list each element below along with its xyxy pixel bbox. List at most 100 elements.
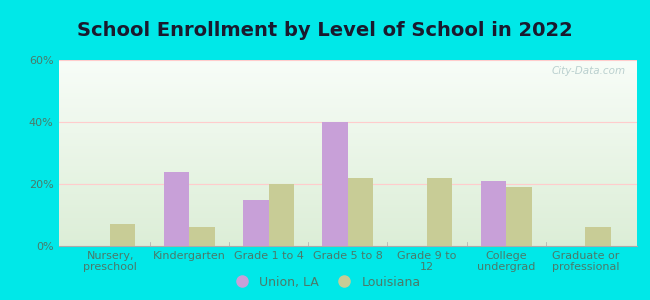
Bar — [481, 181, 506, 246]
Bar — [58, 229, 637, 231]
Bar — [58, 184, 637, 187]
Bar — [58, 209, 637, 211]
Bar — [58, 122, 637, 123]
Bar — [58, 188, 637, 190]
Bar — [58, 244, 637, 246]
Bar — [58, 110, 637, 112]
Bar — [58, 136, 637, 138]
Bar — [58, 220, 637, 222]
Bar — [58, 214, 637, 216]
Bar — [268, 184, 294, 246]
Bar — [58, 77, 637, 79]
Bar — [58, 62, 637, 64]
Bar — [110, 224, 135, 246]
Bar — [58, 92, 637, 94]
Bar — [58, 103, 637, 105]
Bar — [58, 172, 637, 173]
Bar — [58, 183, 637, 184]
Bar — [164, 172, 189, 246]
Bar — [58, 235, 637, 237]
Bar — [58, 218, 637, 220]
Bar — [58, 82, 637, 84]
Bar — [58, 94, 637, 95]
Bar — [58, 88, 637, 90]
Legend: Union, LA, Louisiana: Union, LA, Louisiana — [224, 271, 426, 294]
Bar — [58, 212, 637, 214]
Bar — [58, 68, 637, 69]
Bar — [58, 179, 637, 181]
Bar — [58, 149, 637, 151]
Bar — [58, 140, 637, 142]
Bar — [58, 112, 637, 114]
Bar — [58, 222, 637, 224]
Bar — [58, 194, 637, 196]
Bar — [58, 192, 637, 194]
Bar — [58, 207, 637, 209]
Bar — [58, 101, 637, 103]
Bar — [189, 227, 214, 246]
Bar — [58, 131, 637, 133]
Bar — [58, 162, 637, 164]
Bar — [58, 226, 637, 227]
Bar — [58, 159, 637, 161]
Bar — [58, 175, 637, 177]
Bar — [322, 122, 348, 246]
Bar — [58, 114, 637, 116]
Bar — [506, 187, 532, 246]
Bar — [58, 123, 637, 125]
Bar — [58, 66, 637, 68]
Bar — [58, 196, 637, 198]
Bar — [58, 153, 637, 155]
Bar — [58, 147, 637, 149]
Bar — [58, 216, 637, 218]
Bar — [58, 71, 637, 73]
Bar — [58, 86, 637, 88]
Text: City-Data.com: City-Data.com — [551, 66, 625, 76]
Bar — [58, 84, 637, 86]
Bar — [58, 127, 637, 129]
Bar — [58, 144, 637, 146]
Bar — [58, 125, 637, 127]
Bar — [58, 190, 637, 192]
Bar — [58, 240, 637, 242]
Bar — [58, 238, 637, 240]
Bar — [348, 178, 373, 246]
Bar — [58, 142, 637, 144]
Bar — [58, 97, 637, 99]
Bar — [58, 79, 637, 80]
Bar — [58, 160, 637, 162]
Bar — [58, 200, 637, 201]
Bar — [58, 146, 637, 147]
Bar — [58, 133, 637, 134]
Bar — [58, 231, 637, 233]
Bar — [58, 119, 637, 122]
Bar — [58, 233, 637, 235]
Bar — [58, 168, 637, 170]
Bar — [58, 116, 637, 118]
Bar — [58, 170, 637, 172]
Bar — [58, 166, 637, 168]
Bar — [58, 80, 637, 82]
Bar — [586, 227, 611, 246]
Bar — [58, 203, 637, 205]
Bar — [58, 198, 637, 200]
Bar — [58, 201, 637, 203]
Bar — [58, 224, 637, 226]
Bar — [58, 155, 637, 157]
Bar — [58, 177, 637, 179]
Bar — [58, 60, 637, 62]
Bar — [58, 211, 637, 212]
Bar — [58, 105, 637, 106]
Bar — [58, 73, 637, 75]
Bar — [58, 227, 637, 229]
Bar — [58, 64, 637, 66]
Bar — [58, 75, 637, 77]
Bar — [58, 157, 637, 159]
Bar — [58, 108, 637, 110]
Bar — [58, 187, 637, 188]
Bar — [427, 178, 452, 246]
Bar — [58, 106, 637, 108]
Bar — [58, 205, 637, 207]
Text: School Enrollment by Level of School in 2022: School Enrollment by Level of School in … — [77, 21, 573, 40]
Bar — [58, 95, 637, 97]
